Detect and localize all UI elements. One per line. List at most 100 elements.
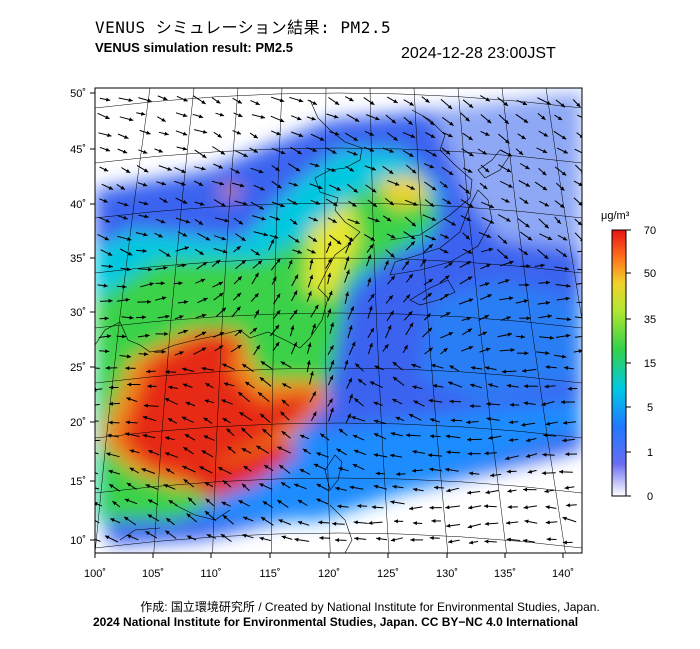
wind-arrowhead (128, 98, 133, 102)
wind-arrowhead (507, 152, 513, 157)
wind-arrowhead (253, 134, 258, 139)
wind-arrowhead (429, 434, 434, 439)
wind-arrowhead (526, 316, 531, 321)
wind-arrowhead (352, 434, 358, 439)
wind-arrowhead (264, 465, 269, 469)
wind-arrowhead (559, 469, 564, 474)
wind-arrowhead (319, 137, 325, 141)
wind-arrowhead (243, 153, 248, 157)
wind-arrowhead (373, 419, 379, 424)
wind-arrowhead (469, 152, 474, 157)
wind-arrowhead (466, 316, 472, 321)
colorbar-tick-label: 50 (644, 268, 656, 280)
wind-arrowhead (347, 413, 351, 419)
wind-arrow (95, 367, 100, 369)
wind-arrowhead (509, 420, 514, 425)
wind-arrowhead (221, 202, 226, 207)
wind-arrowhead (563, 420, 568, 425)
wind-arrowhead (242, 483, 247, 488)
wind-arrowhead (294, 483, 299, 488)
wind-arrowhead (200, 201, 205, 206)
wind-arrowhead (544, 254, 549, 259)
wind-arrowhead (276, 310, 281, 315)
wind-arrowhead (485, 97, 490, 102)
wind-arrowhead (526, 264, 531, 269)
wind-arrowhead (142, 248, 147, 253)
wind-arrowhead (181, 181, 186, 186)
wind-arrowhead (367, 277, 372, 283)
wind-arrowhead (391, 119, 396, 124)
wind-arrowhead (168, 500, 173, 504)
wind-arrowhead (259, 377, 265, 382)
wind-arrowhead (389, 149, 394, 153)
wind-arrowhead (448, 539, 453, 544)
wind-arrowhead (161, 181, 166, 186)
wind-arrow (95, 420, 99, 422)
wind-arrowhead (123, 215, 128, 220)
wind-arrowhead (313, 463, 319, 468)
wind-arrowhead (255, 251, 260, 256)
wind-arrowhead (507, 505, 512, 509)
wind-arrowhead (125, 169, 131, 173)
wind-arrowhead (448, 332, 453, 336)
wind-arrowhead (165, 436, 170, 441)
wind-arrowhead (384, 344, 389, 349)
wind-arrowhead (145, 333, 150, 338)
wind-arrowhead (386, 217, 392, 222)
wind-arrowhead (351, 341, 356, 347)
wind-arrowhead (112, 501, 117, 506)
wind-arrowhead (348, 377, 352, 383)
wind-arrowhead (312, 148, 317, 152)
wind-arrowhead (566, 503, 571, 508)
wind-arrowhead (129, 315, 134, 320)
wind-arrowhead (560, 186, 565, 191)
wind-arrowhead (105, 97, 111, 102)
lat-tick-label: 20˚ (70, 417, 86, 429)
wind-arrow (574, 316, 582, 319)
wind-arrowhead (309, 371, 314, 376)
lat-tick-label: 40˚ (70, 199, 86, 211)
wind-arrowhead (505, 456, 510, 461)
lon-tick-label: 130˚ (436, 568, 458, 580)
wind-arrowhead (281, 431, 286, 436)
wind-arrowhead (309, 259, 314, 264)
wind-arrowhead (236, 306, 241, 311)
wind-arrowhead (428, 347, 433, 352)
wind-arrowhead (274, 234, 279, 239)
wind-arrowhead (449, 365, 454, 370)
wind-arrowhead (546, 100, 551, 105)
wind-arrowhead (354, 117, 360, 122)
wind-arrowhead (484, 315, 489, 319)
meridian-line (501, 88, 566, 553)
wind-arrowhead (349, 237, 354, 242)
wind-arrowhead (238, 220, 243, 225)
longitude-axis: 100˚ 105˚ 110˚ 115˚ 120˚ 125˚ 130˚ 135˚ 140˚ (84, 553, 574, 580)
wind-arrowhead (566, 333, 571, 338)
wind-arrowhead (235, 169, 240, 174)
wind-arrowhead (201, 166, 206, 171)
wind-arrowhead (446, 488, 451, 493)
wind-arrowhead (444, 293, 449, 298)
wind-arrowhead (410, 235, 416, 240)
wind-arrowhead (201, 347, 207, 352)
parallel-line (95, 92, 582, 109)
wind-arrowhead (103, 167, 109, 172)
wind-arrowhead (261, 216, 266, 221)
wind-arrowhead (431, 186, 437, 191)
wind-arrowhead (161, 296, 167, 301)
wind-arrowhead (263, 232, 268, 237)
wind-arrowhead (256, 445, 261, 450)
wind-arrowhead (587, 249, 591, 253)
wind-arrowhead (390, 253, 395, 258)
wind-arrowhead (163, 96, 168, 101)
wind-arrowhead (408, 120, 413, 125)
wind-arrowhead (236, 292, 241, 298)
wind-arrowhead (259, 483, 264, 488)
wind-arrowhead (395, 416, 401, 421)
wind-arrowhead (390, 432, 395, 436)
wind-arrowhead (489, 219, 495, 224)
wind-arrowhead (372, 202, 377, 207)
wind-arrowhead (427, 293, 432, 297)
wind-arrowhead (262, 501, 268, 506)
wind-arrowhead (109, 385, 114, 390)
